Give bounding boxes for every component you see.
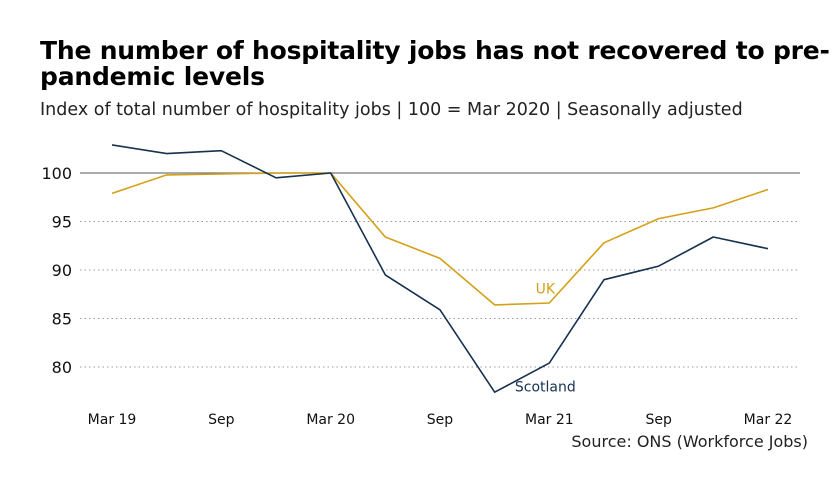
y-axis: 80 85 90 95 100 bbox=[41, 164, 72, 377]
y-tick-label-100: 100 bbox=[41, 164, 72, 183]
y-tick-label-95: 95 bbox=[52, 213, 72, 232]
series-line-uk bbox=[111, 172, 769, 306]
series-labels: UK Scotland bbox=[515, 281, 576, 395]
series-label-scotland: Scotland bbox=[515, 379, 576, 395]
x-tick-label: Mar 19 bbox=[88, 412, 137, 428]
x-axis: Mar 19 Sep Mar 20 Sep Mar 21 Sep Mar 22 bbox=[88, 412, 793, 428]
x-tick-label: Sep bbox=[427, 412, 454, 428]
x-tick-label: Mar 20 bbox=[306, 412, 355, 428]
x-tick-label: Mar 21 bbox=[525, 412, 574, 428]
y-tick-label-80: 80 bbox=[52, 358, 72, 377]
y-tick-label-90: 90 bbox=[52, 261, 72, 280]
x-tick-label: Mar 22 bbox=[744, 412, 793, 428]
source-note: Source: ONS (Workforce Jobs) bbox=[571, 432, 808, 451]
x-tick-label: Sep bbox=[208, 412, 235, 428]
chart-title: The number of hospitality jobs has not r… bbox=[40, 36, 830, 91]
gridlines bbox=[80, 172, 800, 368]
series-line-scotland bbox=[111, 144, 769, 393]
series-label-uk: UK bbox=[536, 281, 556, 297]
y-tick-label-85: 85 bbox=[52, 310, 72, 329]
series-lines bbox=[111, 144, 769, 393]
x-tick-label: Sep bbox=[645, 412, 672, 428]
chart-subtitle: Index of total number of hospitality job… bbox=[40, 100, 743, 120]
